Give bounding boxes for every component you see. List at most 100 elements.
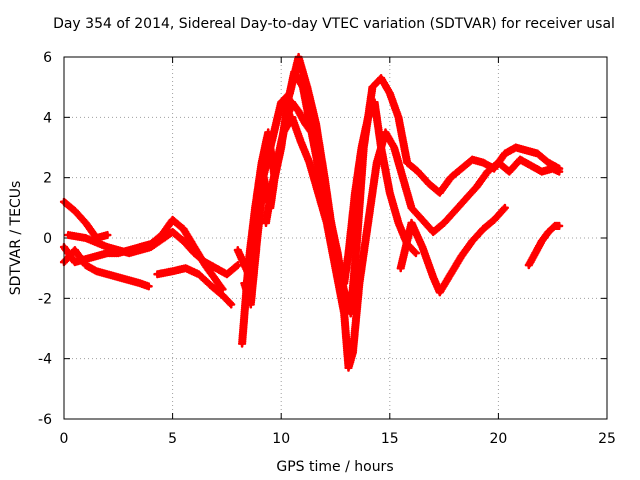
data-point: [357, 281, 362, 286]
data-point: [170, 217, 175, 222]
data-point: [448, 175, 453, 180]
data-point: [309, 130, 314, 135]
data-point: [437, 290, 442, 295]
data-point: [546, 229, 551, 234]
data-point: [398, 266, 403, 271]
data-point: [279, 100, 284, 105]
data-point: [533, 251, 538, 256]
data-point: [348, 311, 353, 316]
data-point: [463, 196, 468, 201]
y-tick-label: 6: [43, 50, 52, 66]
x-tick-label: 10: [272, 431, 290, 447]
data-point: [214, 266, 219, 271]
data-point: [413, 251, 418, 256]
series-10: [396, 203, 509, 297]
data-point: [546, 160, 551, 165]
y-tick-label: 0: [43, 231, 52, 247]
y-axis-label: SDTVAR / TECUs: [8, 181, 24, 296]
data-point: [66, 232, 71, 237]
data-point: [400, 175, 405, 180]
data-point: [83, 263, 88, 268]
series-markers: [233, 52, 564, 318]
series-7: [233, 52, 564, 318]
data-point: [105, 232, 110, 237]
data-point: [535, 151, 540, 156]
data-point: [270, 181, 275, 186]
y-tick-label: -2: [38, 291, 52, 307]
data-point: [470, 239, 475, 244]
data-point: [387, 91, 392, 96]
data-point: [296, 109, 301, 114]
data-point: [298, 139, 303, 144]
series-markers: [524, 221, 564, 270]
axis-ticks: 0 5 10 15 20 25 -6 -4 -2 0 2 4 6: [38, 50, 616, 447]
data-point: [261, 175, 266, 180]
data-point: [105, 251, 110, 256]
data-point: [235, 263, 240, 268]
series-11: [524, 221, 564, 270]
x-tick-label: 25: [598, 431, 616, 447]
data-point: [170, 269, 175, 274]
x-tick-label: 20: [489, 431, 507, 447]
data-point: [229, 302, 234, 307]
plot-frame: [63, 56, 608, 420]
x-tick-label: 0: [60, 431, 69, 447]
data-point: [518, 157, 523, 162]
data-point: [313, 121, 318, 126]
data-point: [116, 275, 121, 280]
data-point: [127, 251, 132, 256]
data-point: [366, 220, 371, 225]
data-point: [181, 239, 186, 244]
data-point: [409, 220, 414, 225]
data-point: [528, 163, 533, 168]
data-point: [248, 302, 253, 307]
data-point: [72, 208, 77, 213]
y-tick-label: -4: [38, 352, 52, 368]
data-point: [268, 145, 273, 150]
data-point: [146, 284, 151, 289]
data-point: [242, 281, 247, 286]
data-point: [437, 190, 442, 195]
y-tick-label: -6: [38, 412, 52, 428]
data-point: [235, 248, 240, 253]
data-point: [220, 293, 225, 298]
data-point: [83, 236, 88, 240]
data-point: [307, 160, 312, 165]
data-point: [507, 169, 512, 174]
data-point: [209, 284, 214, 289]
data-point: [322, 190, 327, 195]
y-tick-label: 2: [43, 171, 52, 187]
data-point: [83, 220, 88, 225]
data-point: [240, 341, 245, 346]
data-point: [255, 236, 260, 240]
series-4: [64, 227, 242, 279]
data-point: [72, 260, 77, 265]
data-point: [303, 121, 308, 126]
data-point: [396, 220, 401, 225]
data-point: [170, 229, 175, 234]
data-point: [214, 278, 219, 283]
data-point: [420, 217, 425, 222]
data-point: [539, 239, 544, 244]
data-point: [383, 130, 388, 135]
data-point: [481, 160, 486, 165]
data-point: [127, 278, 132, 283]
data-point: [392, 145, 397, 150]
data-point: [513, 145, 518, 150]
data-point: [387, 190, 392, 195]
data-point: [459, 254, 464, 259]
x-tick-label: 15: [381, 431, 399, 447]
data-point: [502, 151, 507, 156]
data-point: [420, 245, 425, 250]
data-point: [370, 85, 375, 90]
data-point: [405, 160, 410, 165]
data-point: [481, 226, 486, 231]
data-point: [335, 251, 340, 256]
data-point: [448, 272, 453, 277]
data-point: [287, 91, 292, 96]
data-point: [342, 311, 347, 316]
data-point: [148, 245, 153, 250]
series-1: [59, 197, 112, 243]
data-point: [355, 236, 360, 240]
x-tick-label: 5: [168, 431, 177, 447]
